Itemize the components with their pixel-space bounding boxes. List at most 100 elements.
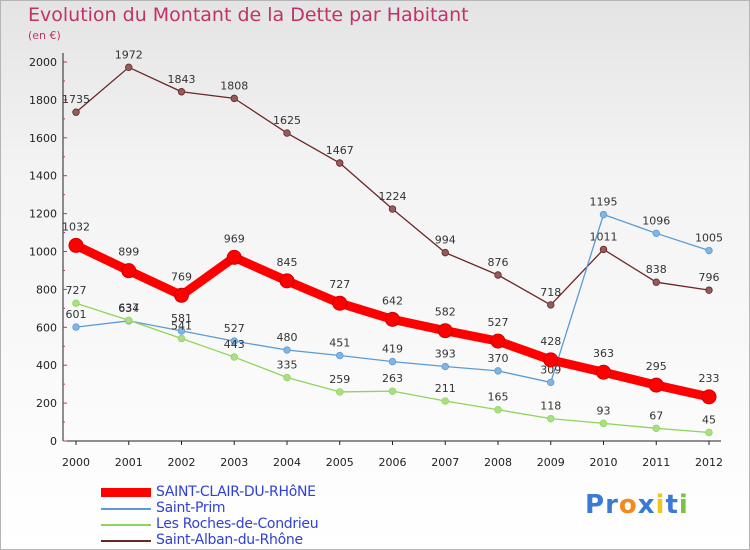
data-label: 118 — [540, 400, 561, 413]
data-point — [437, 323, 453, 339]
data-label: 1843 — [168, 73, 196, 86]
y-tick-label: 1000 — [29, 246, 57, 259]
data-label: 727 — [329, 278, 350, 291]
y-tick-label: 1400 — [29, 170, 57, 183]
data-label: 581 — [171, 312, 192, 325]
data-label: 1011 — [590, 230, 618, 243]
data-point — [283, 346, 291, 354]
data-point — [68, 237, 84, 253]
data-point — [230, 94, 238, 103]
data-label: 582 — [435, 306, 456, 319]
data-label: 93 — [597, 404, 611, 417]
data-label: 899 — [118, 246, 139, 259]
data-point — [230, 353, 238, 361]
data-label: 295 — [646, 360, 667, 373]
data-label: 601 — [66, 308, 87, 321]
data-label: 428 — [540, 335, 561, 348]
data-label: 1625 — [273, 114, 301, 127]
data-point — [226, 249, 242, 265]
y-tick-label: 1800 — [29, 94, 57, 107]
y-tick-label: 1200 — [29, 208, 57, 221]
data-label: 845 — [277, 256, 298, 269]
legend-swatch — [101, 508, 151, 510]
data-point — [72, 299, 80, 307]
data-point — [336, 388, 344, 396]
data-label: 443 — [224, 338, 245, 351]
data-point — [441, 397, 449, 405]
data-label: 309 — [540, 363, 561, 376]
data-label: 994 — [435, 234, 456, 247]
data-label: 876 — [488, 256, 509, 269]
logo-letter: i — [655, 490, 666, 520]
logo-letter: r — [605, 490, 619, 520]
legend-swatch — [101, 524, 151, 526]
data-point — [543, 352, 559, 368]
data-label: 838 — [646, 263, 667, 276]
data-label: 165 — [488, 391, 509, 404]
data-point — [599, 210, 608, 219]
data-label: 263 — [382, 372, 403, 385]
data-point — [125, 316, 133, 324]
data-label: 67 — [649, 409, 663, 422]
data-point — [701, 389, 717, 405]
proxiti-logo: Proxiti — [585, 490, 689, 520]
data-point — [279, 273, 295, 289]
x-tick-label: 2007 — [431, 456, 459, 469]
y-tick-label: 1600 — [29, 132, 57, 145]
data-label: 634 — [118, 302, 139, 315]
data-point — [652, 424, 660, 433]
data-point — [174, 287, 189, 303]
legend-label: SAINT-CLAIR-DU-RHôNE — [156, 484, 316, 500]
data-point — [547, 414, 555, 423]
data-point — [490, 333, 506, 349]
data-point — [177, 327, 186, 335]
x-tick-label: 2001 — [115, 456, 143, 469]
chart-subtitle: (en €) — [28, 29, 61, 42]
legend-swatch — [101, 488, 151, 497]
logo-letter: P — [585, 490, 606, 520]
x-tick-label: 2009 — [537, 456, 565, 469]
data-point — [494, 406, 502, 414]
data-point — [652, 278, 660, 286]
data-point — [125, 63, 133, 72]
data-point — [177, 334, 186, 343]
data-label: 969 — [224, 232, 245, 245]
x-tick-label: 2010 — [590, 456, 618, 469]
data-label: 1005 — [695, 232, 723, 245]
x-tick-label: 2003 — [220, 456, 248, 469]
data-point — [705, 428, 713, 437]
data-label: 1467 — [326, 144, 354, 157]
x-tick-label: 2008 — [484, 456, 512, 469]
data-label: 796 — [699, 271, 720, 284]
data-point — [705, 246, 713, 255]
data-point — [283, 373, 291, 382]
data-label: 642 — [382, 294, 403, 307]
legend-label: Saint-Alban-du-Rhône — [156, 532, 303, 548]
data-point — [72, 323, 80, 331]
x-tick-label: 2006 — [379, 456, 407, 469]
data-point — [652, 229, 660, 238]
legend-label: Les Roches-de-Condrieu — [156, 516, 319, 532]
data-point — [388, 357, 397, 366]
data-label: 1735 — [62, 93, 90, 106]
data-label: 480 — [277, 331, 298, 344]
data-label: 769 — [171, 270, 192, 283]
data-point — [177, 88, 186, 96]
data-label: 45 — [702, 413, 716, 426]
data-point — [547, 378, 555, 387]
data-label: 1808 — [220, 79, 248, 92]
data-point — [494, 271, 502, 279]
y-tick-label: 0 — [50, 435, 57, 448]
data-label: 233 — [699, 372, 720, 385]
data-point — [441, 362, 449, 371]
y-tick-label: 200 — [36, 397, 57, 410]
data-label: 211 — [435, 382, 456, 395]
x-tick-label: 2012 — [695, 456, 723, 469]
data-point — [283, 129, 291, 137]
x-tick-label: 2011 — [642, 456, 670, 469]
y-tick-label: 2000 — [29, 56, 57, 69]
logo-letter: o — [618, 490, 638, 520]
data-point — [599, 419, 608, 428]
x-tick-label: 2004 — [273, 456, 301, 469]
